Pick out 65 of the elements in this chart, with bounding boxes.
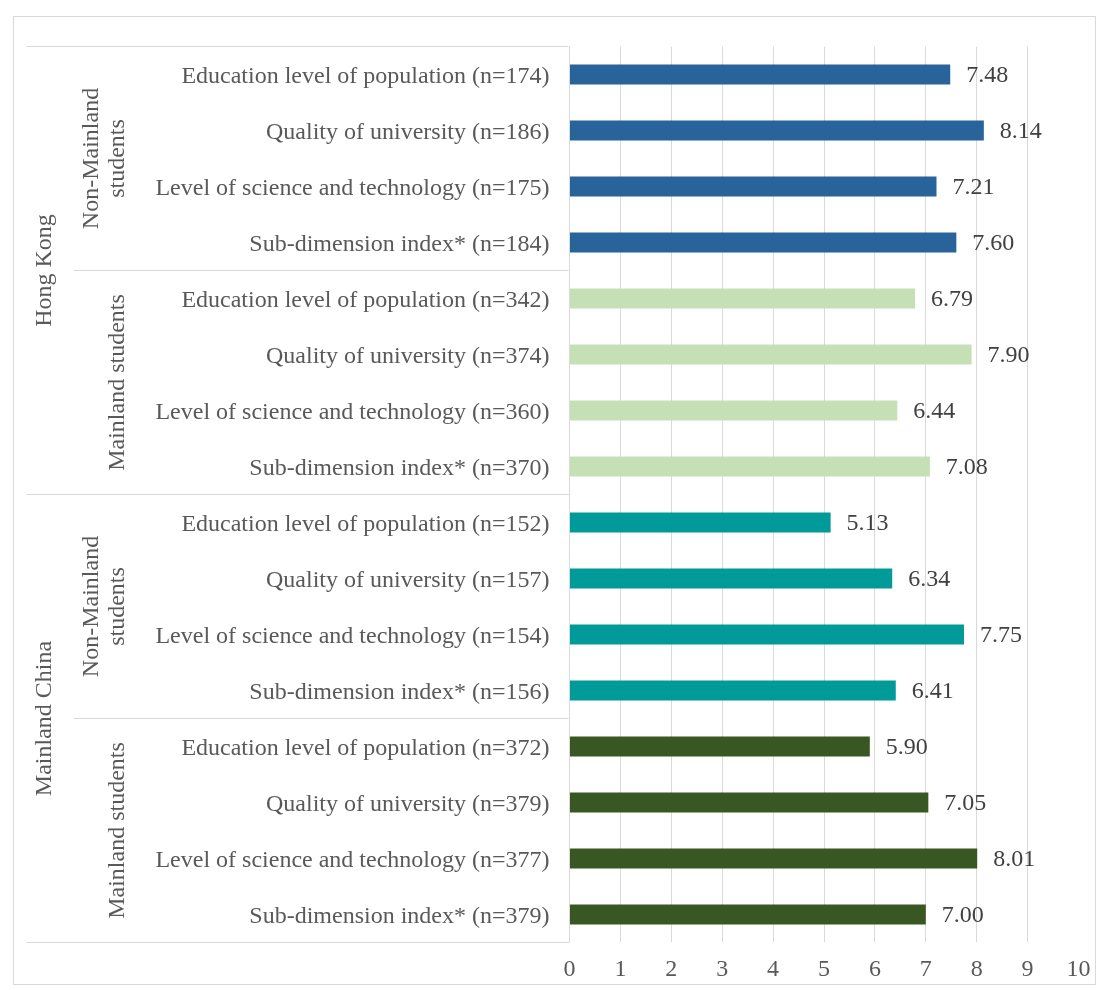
- data-label: 6.41: [911, 677, 954, 703]
- bar: [569, 176, 937, 197]
- bar: [569, 680, 896, 701]
- bar: [569, 400, 898, 421]
- bar: [569, 344, 972, 365]
- data-label: 7.00: [941, 901, 984, 927]
- y-tick-label: Level of science and technology (n=377): [155, 845, 550, 872]
- x-tick-label: 4: [767, 954, 780, 981]
- y-tick-label: Sub-dimension index* (n=156): [249, 677, 550, 704]
- y-tick-label: Level of science and technology (n=154): [155, 621, 550, 648]
- x-tick-label: 5: [818, 954, 830, 981]
- y-tick-label: Quality of university (n=186): [266, 117, 550, 144]
- data-label: 6.34: [908, 565, 951, 591]
- x-tick-label: 0: [563, 954, 576, 981]
- text: Hong Kong: [29, 214, 56, 327]
- x-tick-label: 2: [665, 954, 678, 981]
- x-tick-label: 10: [1066, 954, 1091, 981]
- bar: [569, 792, 929, 813]
- bar: [569, 232, 957, 253]
- y-tick-label: Sub-dimension index* (n=370): [249, 453, 550, 480]
- data-label: 7.08: [945, 453, 988, 479]
- x-tick-label: 9: [1021, 954, 1034, 981]
- bar: [569, 456, 930, 477]
- x-tick-label: 3: [716, 954, 729, 981]
- data-label: 7.60: [972, 229, 1015, 255]
- x-tick-label: 7: [919, 954, 932, 981]
- y-tick-label: Level of science and technology (n=175): [155, 173, 550, 200]
- y-tick-label: Quality of university (n=374): [266, 341, 550, 368]
- y-tick-label: Education level of population (n=174): [181, 61, 550, 88]
- y-tick-label: Education level of population (n=372): [181, 733, 550, 760]
- data-label: 7.48: [966, 61, 1009, 87]
- bar: [569, 568, 893, 589]
- bar: [569, 624, 964, 645]
- data-label: 7.75: [979, 621, 1022, 647]
- y-tick-label: Quality of university (n=379): [266, 789, 550, 816]
- bar: [569, 512, 831, 533]
- text: Non-Mainland students: [76, 535, 129, 678]
- text: Mainland students: [102, 294, 129, 471]
- bar: [569, 904, 926, 925]
- x-tick-label: 1: [614, 954, 627, 981]
- y-tick-label: Sub-dimension index* (n=184): [249, 229, 550, 256]
- y-tick-label: Education level of population (n=152): [181, 509, 550, 536]
- bar: [569, 288, 916, 309]
- y-tick-label: Education level of population (n=342): [181, 285, 550, 312]
- x-tick-label: 8: [970, 954, 983, 981]
- bar: [569, 848, 978, 869]
- x-tick-label: 6: [868, 954, 881, 981]
- bar: [569, 120, 984, 141]
- data-label: 6.44: [913, 397, 956, 423]
- y-tick-label: Sub-dimension index* (n=379): [249, 901, 550, 928]
- data-label: 7.05: [944, 789, 987, 815]
- y-tick-label: Level of science and technology (n=360): [155, 397, 550, 424]
- bar: [569, 64, 951, 85]
- data-label: 7.90: [987, 341, 1030, 367]
- text: Mainland China: [29, 640, 56, 797]
- bar: [569, 736, 870, 757]
- data-label: 8.14: [999, 117, 1042, 143]
- data-label: 8.01: [993, 845, 1036, 871]
- data-label: 5.90: [885, 733, 928, 759]
- text: Non-Mainland students: [76, 87, 129, 230]
- data-label: 5.13: [846, 509, 889, 535]
- text: Mainland students: [102, 742, 129, 919]
- data-label: 6.79: [931, 285, 974, 311]
- data-label: 7.21: [952, 173, 995, 199]
- y-tick-label: Quality of university (n=157): [266, 565, 550, 592]
